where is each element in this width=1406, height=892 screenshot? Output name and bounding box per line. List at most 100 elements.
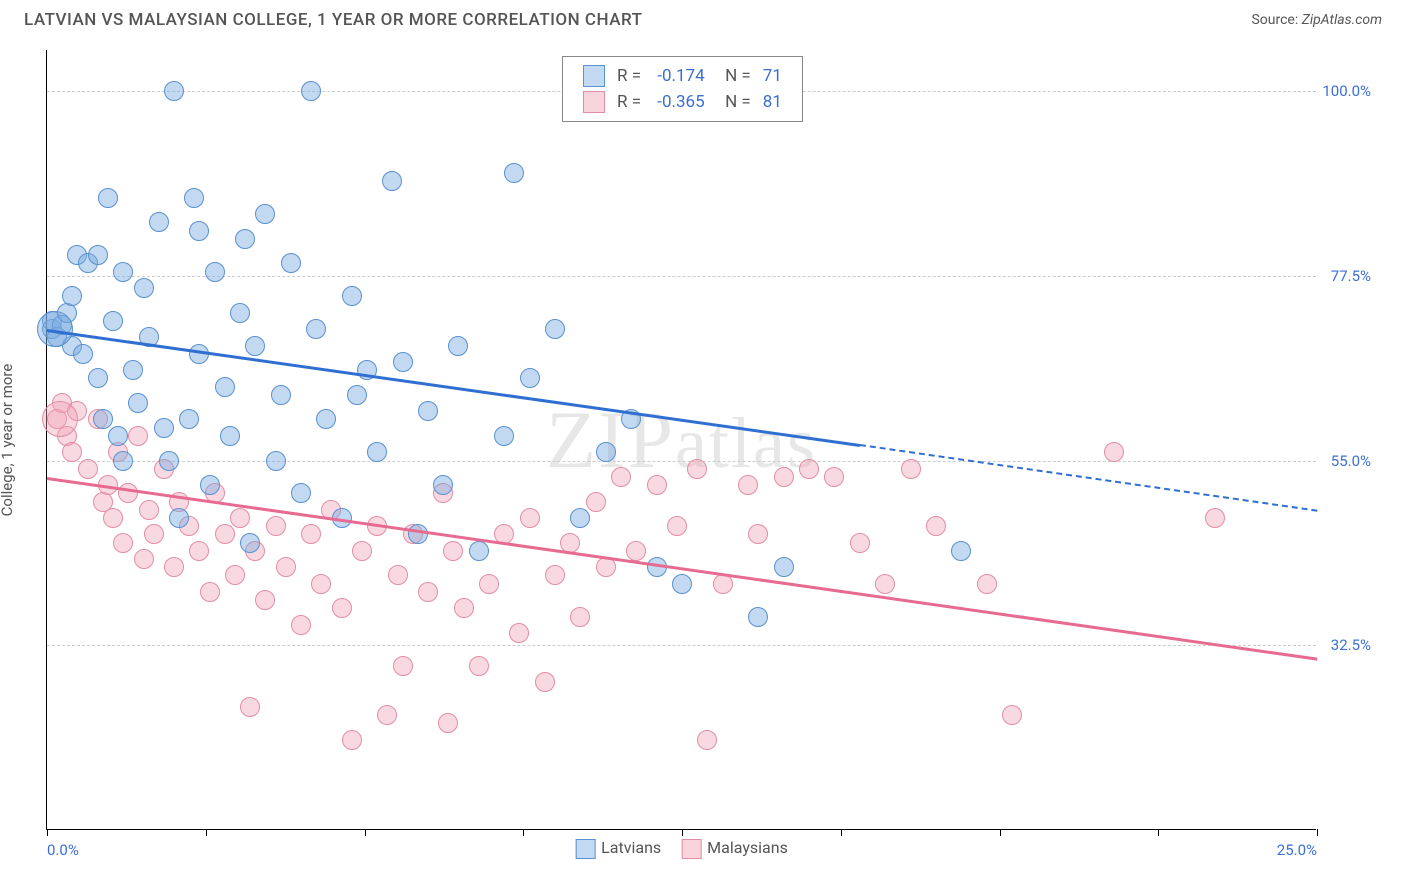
data-point-blue — [179, 409, 199, 429]
data-point-blue — [951, 541, 971, 561]
data-point-pink — [230, 508, 250, 528]
data-point-blue — [240, 533, 260, 553]
data-point-pink — [128, 426, 148, 446]
x-tick — [523, 829, 524, 836]
data-point-blue — [128, 393, 148, 413]
data-point-blue — [184, 188, 204, 208]
data-point-blue — [205, 262, 225, 282]
data-point-pink — [850, 533, 870, 553]
gridline — [47, 276, 1316, 277]
data-point-blue — [113, 262, 133, 282]
data-point-pink — [164, 557, 184, 577]
data-point-pink — [687, 459, 707, 479]
data-point-blue — [266, 451, 286, 471]
x-tick — [841, 829, 842, 836]
data-point-blue — [230, 303, 250, 323]
data-point-pink — [276, 557, 296, 577]
data-point-pink — [824, 467, 844, 487]
data-point-pink — [570, 607, 590, 627]
chart-header: LATVIAN VS MALAYSIAN COLLEGE, 1 YEAR OR … — [0, 0, 1406, 36]
data-point-pink — [352, 541, 372, 561]
data-point-pink — [509, 623, 529, 643]
x-tick — [206, 829, 207, 836]
data-point-blue — [469, 541, 489, 561]
data-point-pink — [647, 475, 667, 495]
chart-source: Source: ZipAtlas.com — [1251, 12, 1382, 28]
data-point-pink — [388, 565, 408, 585]
data-point-blue — [301, 81, 321, 101]
data-point-pink — [738, 475, 758, 495]
data-point-pink — [799, 459, 819, 479]
data-point-blue — [123, 360, 143, 380]
data-point-pink — [240, 697, 260, 717]
data-point-blue — [93, 409, 113, 429]
data-point-blue — [570, 508, 590, 528]
data-point-pink — [255, 590, 275, 610]
data-point-blue — [220, 426, 240, 446]
x-tick — [47, 829, 48, 836]
legend-item: Latvians — [575, 838, 661, 859]
data-point-blue — [255, 204, 275, 224]
data-point-pink — [926, 516, 946, 536]
data-point-pink — [418, 582, 438, 602]
data-point-blue — [545, 319, 565, 339]
data-point-blue — [164, 81, 184, 101]
data-point-blue — [245, 336, 265, 356]
data-point-blue — [215, 377, 235, 397]
data-point-pink — [62, 442, 82, 462]
data-point-pink — [332, 598, 352, 618]
data-point-pink — [611, 467, 631, 487]
data-point-pink — [266, 516, 286, 536]
data-point-blue — [159, 451, 179, 471]
data-point-pink — [291, 615, 311, 635]
data-point-pink — [377, 705, 397, 725]
data-point-pink — [301, 524, 321, 544]
data-point-blue — [316, 409, 336, 429]
data-point-blue — [433, 475, 453, 495]
data-point-pink — [200, 582, 220, 602]
data-point-blue — [342, 286, 362, 306]
data-point-blue — [189, 221, 209, 241]
data-point-blue — [200, 475, 220, 495]
gridline — [47, 461, 1316, 462]
x-tick — [682, 829, 683, 836]
data-point-blue — [748, 607, 768, 627]
data-point-blue — [154, 418, 174, 438]
data-point-pink — [311, 574, 331, 594]
legend-correlation: R = -0.174 N =71R = -0.365 N =81 — [562, 56, 803, 122]
data-point-blue — [281, 253, 301, 273]
trendline — [860, 444, 1317, 512]
data-point-pink — [144, 524, 164, 544]
data-point-pink — [118, 483, 138, 503]
data-point-blue — [520, 368, 540, 388]
chart-container: College, 1 year or more ZIPatlas 32.5%55… — [46, 50, 1376, 830]
data-point-blue — [62, 286, 82, 306]
data-point-blue — [88, 368, 108, 388]
data-point-blue — [103, 311, 123, 331]
y-axis-label: College, 1 year or more — [0, 363, 16, 516]
data-point-pink — [545, 565, 565, 585]
data-point-blue — [494, 426, 514, 446]
data-point-pink — [189, 541, 209, 561]
x-tick — [1000, 829, 1001, 836]
data-point-pink — [469, 656, 489, 676]
data-point-blue — [98, 188, 118, 208]
data-point-blue — [367, 442, 387, 462]
data-point-pink — [520, 508, 540, 528]
data-point-blue — [291, 483, 311, 503]
y-tick-label: 32.5% — [1331, 636, 1371, 654]
y-tick-label: 77.5% — [1331, 267, 1371, 285]
data-point-pink — [103, 508, 123, 528]
data-point-pink — [393, 656, 413, 676]
data-point-blue — [382, 171, 402, 191]
data-point-pink — [438, 713, 458, 733]
x-tick — [365, 829, 366, 836]
data-point-pink — [1104, 442, 1124, 462]
data-point-blue — [169, 508, 189, 528]
data-point-pink — [454, 598, 474, 618]
data-point-pink — [901, 459, 921, 479]
data-point-pink — [977, 574, 997, 594]
data-point-blue — [504, 163, 524, 183]
gridline — [47, 645, 1316, 646]
data-point-blue — [347, 385, 367, 405]
